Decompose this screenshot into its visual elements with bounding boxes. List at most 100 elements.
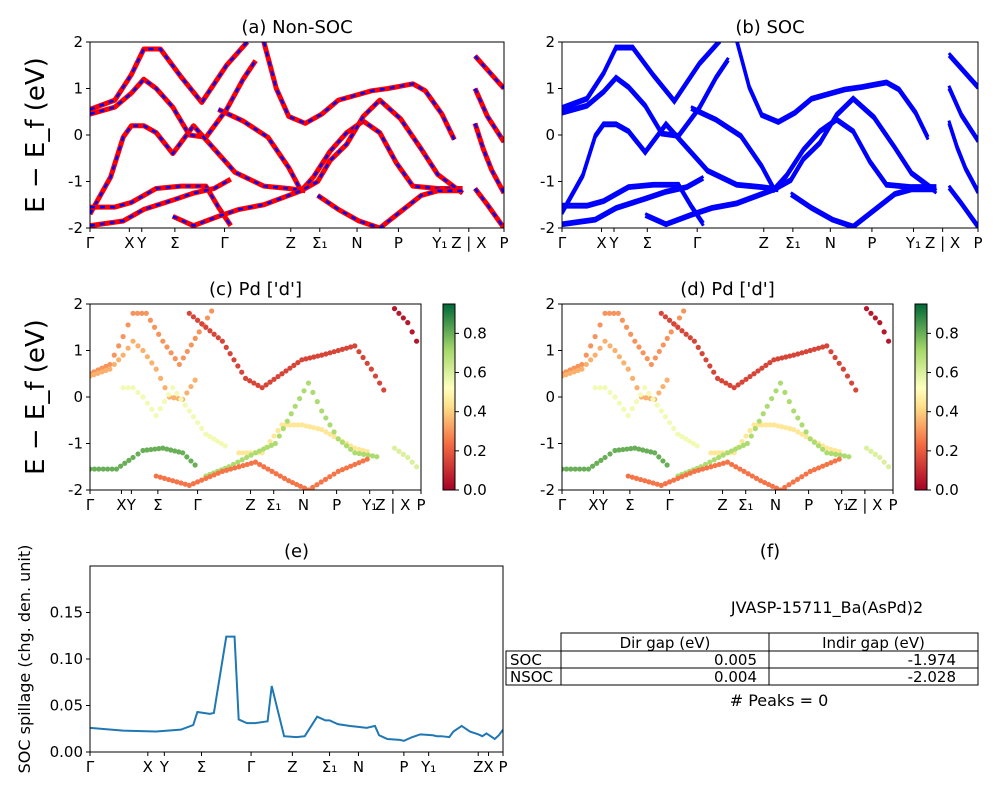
x-tick-label: Σ <box>643 234 652 252</box>
band-line-blue-dashed <box>90 123 306 215</box>
projection-point <box>638 476 644 483</box>
projection-point <box>203 475 209 481</box>
axes-frame <box>89 41 505 229</box>
projection-point <box>126 457 132 463</box>
projection-point <box>319 352 325 358</box>
projection-point <box>180 450 186 456</box>
projection-point <box>740 442 746 448</box>
projection-point <box>644 356 650 362</box>
x-tick-label: Σ₁ <box>322 758 338 776</box>
y-tick-label: 2 <box>73 33 83 51</box>
x-tick-label: N <box>298 496 309 514</box>
x-tick-label: Σ₁ <box>738 496 754 514</box>
projection-point <box>828 446 834 452</box>
projection-point <box>139 310 145 316</box>
band-line-split <box>947 120 978 192</box>
projection-point <box>147 317 154 323</box>
projection-point <box>116 343 122 349</box>
projection-point <box>299 357 305 363</box>
projection-point <box>656 348 662 355</box>
projection-point <box>281 475 288 481</box>
projection-point <box>292 403 298 409</box>
projection-point <box>602 338 608 344</box>
projection-point <box>301 485 308 490</box>
projection-point <box>597 385 603 391</box>
projection-point <box>751 371 757 377</box>
projection-point <box>571 365 577 371</box>
projection-point <box>107 366 113 372</box>
projection-point <box>161 399 168 405</box>
projection-point <box>794 476 801 482</box>
plot-area <box>562 306 892 490</box>
projection-point <box>311 425 317 431</box>
projection-point <box>642 385 648 391</box>
projection-point <box>568 466 574 472</box>
x-tick-label: Γ <box>247 758 256 776</box>
projection-point <box>172 448 178 454</box>
projection-point <box>176 361 182 368</box>
panel-b: (b) SOC -2 -1 0 1 2 Γ X Y Σ Γ Z Σ₁ N P Y₁ Z | X P <box>540 17 982 252</box>
projection-point <box>192 335 198 342</box>
projection-point <box>244 454 250 461</box>
projection-point <box>405 320 411 326</box>
projection-point <box>194 479 201 485</box>
projection-point <box>735 382 741 388</box>
x-tick-label: Z <box>286 234 296 252</box>
table-row-label: NSOC <box>510 668 553 686</box>
projection-point <box>623 324 630 330</box>
projection-point <box>227 351 233 357</box>
projection-point <box>590 463 596 469</box>
band-line-blue-dashed <box>262 42 456 141</box>
projection-point <box>745 471 751 477</box>
projection-point <box>640 447 646 453</box>
x-tick-label: Z <box>717 496 727 514</box>
y-tick-label: 0.10 <box>50 650 83 668</box>
projection-point <box>339 346 345 352</box>
projection-point <box>199 477 205 483</box>
projection-point <box>170 478 176 484</box>
projection-point <box>275 427 281 434</box>
projection-point <box>268 442 274 448</box>
projection-point <box>820 463 826 469</box>
projection-point <box>242 375 249 381</box>
projection-point <box>400 451 406 457</box>
projection-point <box>652 450 658 456</box>
colorbar-tick-label: 0.6 <box>463 364 487 382</box>
projection-point <box>239 369 245 375</box>
projection-point <box>811 467 817 473</box>
projection-point <box>299 422 305 428</box>
projection-point <box>291 422 297 428</box>
projection-point <box>182 481 188 487</box>
x-tick-label: Y <box>159 758 170 776</box>
projection-point <box>303 423 309 429</box>
projection-point <box>158 375 164 381</box>
projection-point <box>714 375 721 381</box>
projection-point <box>716 461 722 468</box>
projection-point <box>144 447 150 453</box>
table-cell-dir-gap: 0.004 <box>714 668 757 686</box>
projection-point <box>157 474 163 480</box>
band-line <box>562 177 705 228</box>
x-tick-label: X <box>588 496 598 514</box>
projection-point <box>753 475 760 481</box>
projection-point <box>691 468 698 474</box>
projection-point <box>157 406 163 412</box>
projection-point <box>194 317 201 323</box>
x-tick-label: Z <box>473 758 483 776</box>
projection-point <box>210 436 217 442</box>
projection-point <box>244 450 250 456</box>
x-tick-label: N <box>825 234 836 252</box>
projection-point <box>319 426 325 433</box>
projection-point <box>763 422 769 428</box>
projection-point <box>153 413 159 419</box>
projection-point <box>636 446 642 452</box>
projection-point <box>235 363 241 369</box>
projection-point <box>787 426 793 432</box>
projection-point <box>140 447 146 454</box>
projection-point <box>877 454 883 461</box>
projection-point <box>811 439 817 445</box>
projection-point <box>625 366 631 372</box>
band-line <box>947 187 978 228</box>
projection-point <box>91 372 97 378</box>
projection-point <box>327 431 333 437</box>
